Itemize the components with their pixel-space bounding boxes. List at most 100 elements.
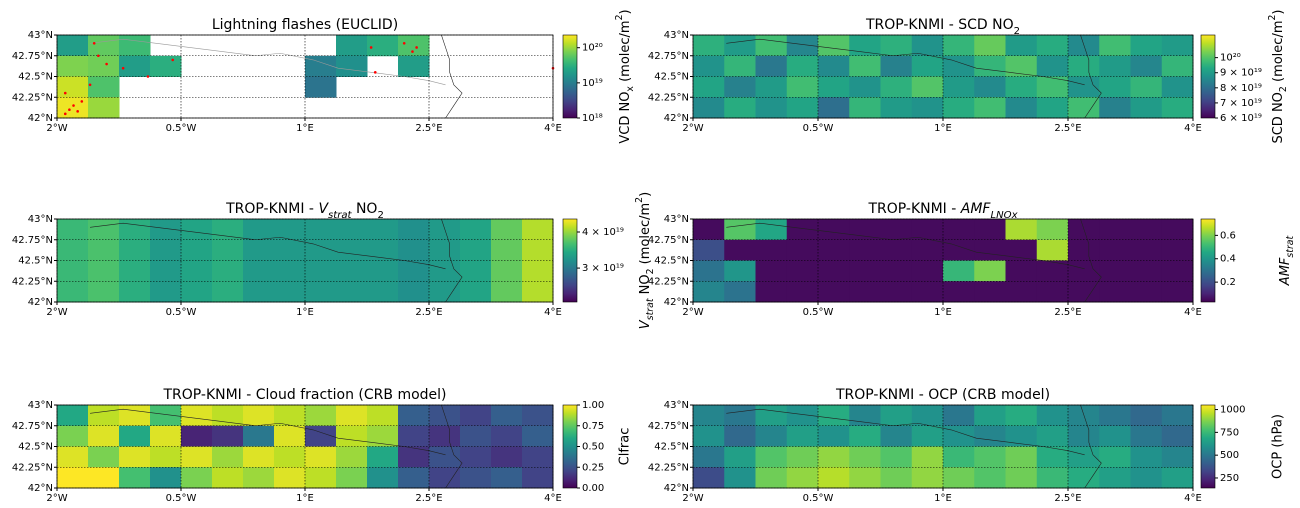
map-cell <box>460 281 492 303</box>
map-cell <box>880 281 913 303</box>
map-cell <box>786 219 819 241</box>
y-tick-label: 42°N <box>28 297 53 308</box>
map-cell <box>849 55 881 77</box>
map-cell <box>786 467 819 489</box>
map-cell <box>429 281 461 303</box>
map-cell <box>1036 35 1069 57</box>
text-segment: ) <box>1271 9 1286 14</box>
colorbar-tick-label: 8 × 10¹⁹ <box>1220 83 1262 94</box>
map-cell <box>1099 76 1131 98</box>
map-cell <box>460 405 492 427</box>
map-cell <box>398 446 430 468</box>
coast-line <box>1080 404 1102 489</box>
map-cell <box>1130 239 1163 261</box>
map-cell <box>460 260 492 282</box>
map-cell <box>1099 35 1131 57</box>
x-tick-label: 4°E <box>544 493 562 504</box>
text-segment: TROP-KNMI - <box>867 201 960 217</box>
map-cell <box>911 76 944 98</box>
map-cell <box>398 260 430 282</box>
colorbar <box>1200 34 1216 119</box>
colorbar-tick-label: 250 <box>1220 473 1239 484</box>
text-segment: 2 <box>645 268 656 274</box>
map-cell <box>119 219 151 241</box>
map-cell <box>212 281 244 303</box>
map-cell <box>693 97 725 119</box>
x-tick-label: 2.5°E <box>1054 123 1081 134</box>
map-cell <box>305 239 337 261</box>
map-cell <box>274 239 306 261</box>
map-cell <box>943 55 975 77</box>
map-cell <box>1005 405 1038 427</box>
map-cell <box>724 425 756 447</box>
map-cell <box>724 76 756 98</box>
map-cell <box>974 76 1006 98</box>
map-cell <box>398 467 430 489</box>
text-segment: VCD NO <box>618 92 633 144</box>
map-cell <box>1005 260 1038 282</box>
coast-line <box>1080 34 1102 119</box>
map-cell <box>398 425 430 447</box>
text-segment: NO <box>638 274 653 298</box>
map-cell <box>974 425 1006 447</box>
map-cell <box>1161 281 1194 303</box>
map-cell <box>818 260 850 282</box>
y-tick-label: 43°N <box>664 30 689 41</box>
map-cell <box>786 76 819 98</box>
map-cell <box>1005 425 1038 447</box>
map-cell <box>849 405 881 427</box>
map-cell <box>911 467 944 489</box>
map-cell <box>693 219 725 241</box>
y-tick-label: 42°N <box>664 113 689 124</box>
x-tick-label: 2.5°E <box>415 123 442 134</box>
map-cell <box>1130 467 1163 489</box>
x-tick-label: 4°E <box>544 307 562 318</box>
map-cell <box>1068 239 1100 261</box>
colorbar <box>562 404 578 489</box>
map-cell <box>693 76 725 98</box>
map-cell <box>974 467 1006 489</box>
map-cell <box>1036 219 1069 241</box>
map-cell <box>1036 55 1069 77</box>
x-tick-label: 2.5°E <box>1054 307 1081 318</box>
colorbar-tick-label: 0.6 <box>1220 230 1236 241</box>
map-cell <box>880 55 913 77</box>
x-tick-label: 0.5°W <box>166 493 197 504</box>
text-segment: AMF <box>960 201 992 217</box>
text-segment: (molec/m <box>618 20 633 86</box>
map-cell <box>1161 260 1194 282</box>
y-tick-label: 42.75°N <box>12 51 53 62</box>
map-cell <box>305 55 337 77</box>
lightning-flash <box>92 42 96 45</box>
map-cell <box>336 35 368 57</box>
text-segment: x <box>625 86 636 92</box>
coast-line <box>441 218 463 303</box>
map-cell <box>755 219 788 241</box>
map-cell <box>367 405 399 427</box>
map-cell <box>786 35 819 57</box>
map-panel: 2°W 0.5°W 1°E 2.5°E 4°E 42°N 42.25°N 42.5°N 42.7… <box>648 387 1286 504</box>
map-cell <box>274 446 306 468</box>
map-cell <box>212 239 244 261</box>
map-cell <box>88 55 120 77</box>
map-cell <box>57 467 89 489</box>
map-cell <box>88 467 120 489</box>
map-cell <box>429 425 461 447</box>
text-segment: V <box>638 319 653 329</box>
x-tick-label: 2°W <box>682 493 703 504</box>
map-cell <box>491 239 523 261</box>
map-cell <box>818 97 850 119</box>
colorbar-tick-label: 500 <box>1220 450 1239 461</box>
map-cell <box>693 35 725 57</box>
map-cell <box>693 405 725 427</box>
x-tick-label: 0.5°W <box>166 123 197 134</box>
map-cell <box>119 35 151 57</box>
x-tick-label: 4°E <box>1184 493 1202 504</box>
map-cell <box>1161 55 1194 77</box>
y-tick-label: 42.75°N <box>648 421 689 432</box>
map-cell <box>274 425 306 447</box>
lightning-flash <box>402 42 406 45</box>
x-tick-label: 1°E <box>296 307 314 318</box>
map-cell <box>57 76 89 98</box>
